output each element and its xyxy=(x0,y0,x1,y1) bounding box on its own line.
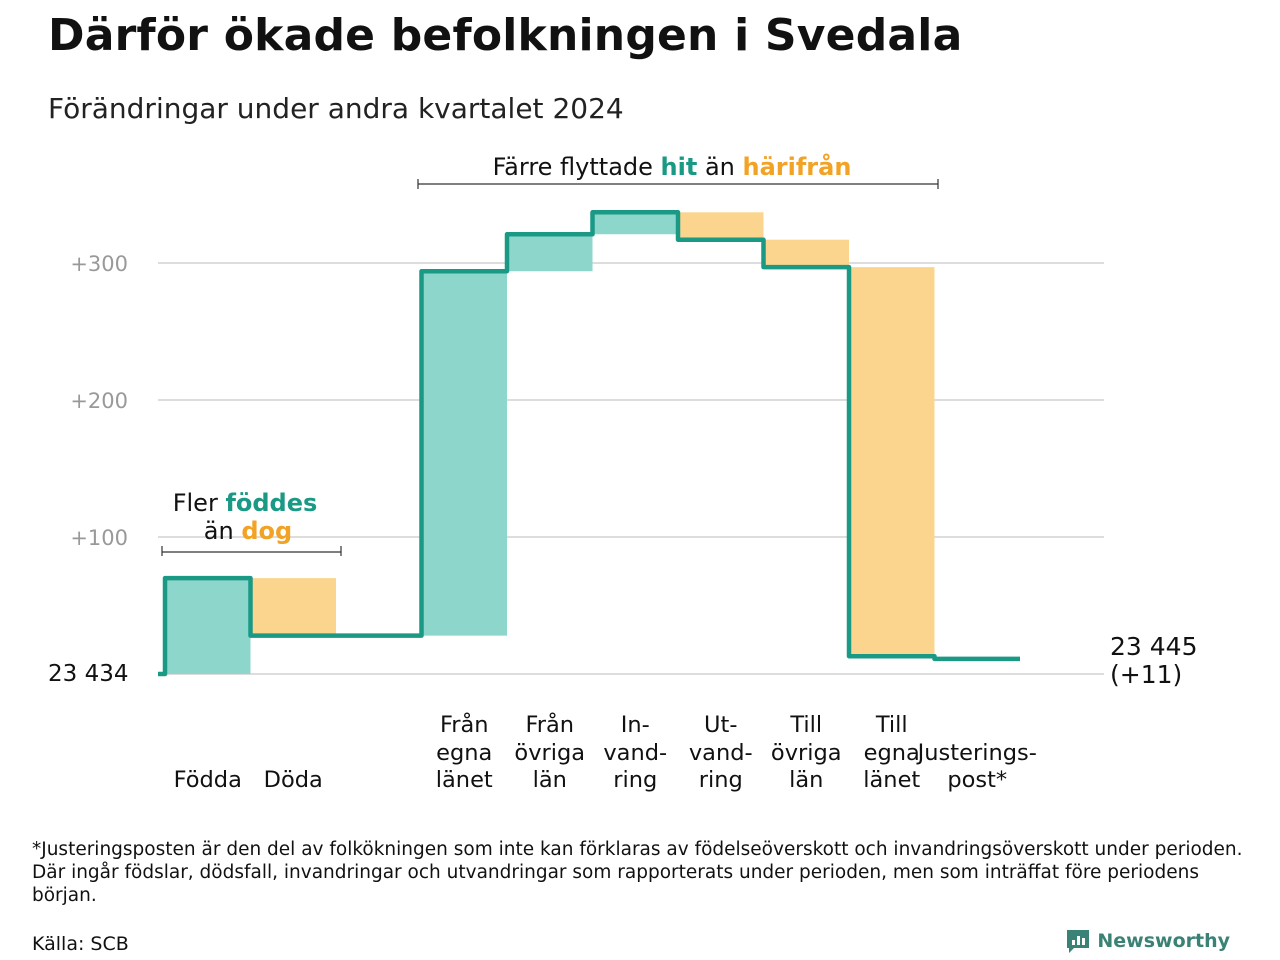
y-tick-label: +100 xyxy=(70,526,128,550)
category-label: egna xyxy=(436,740,492,766)
y-tick-labels: +100 +200 +300 xyxy=(70,252,128,550)
category-label: Till xyxy=(789,712,822,738)
end-label: 23 445 xyxy=(1110,632,1197,661)
brand: Newsworthy xyxy=(1065,928,1230,954)
cumulative-line xyxy=(158,210,1020,677)
footnote: *Justeringsposten är den del av folkökni… xyxy=(32,839,1243,906)
category-label: Från xyxy=(525,710,574,738)
category-label: Från xyxy=(440,710,489,738)
bar-döda xyxy=(250,578,336,636)
annotation-text: Färre flyttade xyxy=(493,153,661,181)
annotation-text: Fler xyxy=(173,489,226,517)
category-label: län xyxy=(789,767,823,793)
waterfall-bars xyxy=(165,212,935,674)
annotation-inflow-word: föddes xyxy=(225,489,317,517)
annotation-births: Fler föddes xyxy=(173,489,318,517)
y-tick-label: +300 xyxy=(70,252,128,276)
bar-födda xyxy=(165,578,251,674)
annotation-text: än xyxy=(204,517,242,545)
bar-till-egna-länet xyxy=(849,267,935,657)
start-label: 23 434 xyxy=(48,661,128,687)
category-label: övriga xyxy=(514,740,585,766)
newsworthy-logo-icon xyxy=(1067,930,1090,953)
category-label: vand- xyxy=(689,740,753,766)
annotation-births-line2: än dog xyxy=(204,517,292,545)
brand-name: Newsworthy xyxy=(1097,930,1230,952)
category-labels: Födda DödaFrånegnalänetFrånövrigalänIn-va… xyxy=(174,710,1037,793)
bar-in-vand-ring xyxy=(592,212,678,235)
gridlines xyxy=(158,262,1104,675)
category-label: Ut- xyxy=(704,712,737,738)
category-label: In- xyxy=(621,712,650,738)
category-label: länet xyxy=(863,767,920,793)
annotation-inflow-word: hit xyxy=(661,153,698,181)
source: Källa: SCB xyxy=(32,933,129,955)
annotation-outflow-word: dog xyxy=(241,517,292,545)
category-label: län xyxy=(533,767,567,793)
category-label: egna xyxy=(864,740,920,766)
bar-från-övriga-län xyxy=(507,234,593,272)
y-tick-label: +200 xyxy=(70,389,128,413)
bar-från-egna-länet xyxy=(421,271,507,636)
category-label: länet xyxy=(436,767,493,793)
category-label: vand- xyxy=(603,740,667,766)
waterfall-line-layer xyxy=(158,210,1020,677)
category-label: Döda xyxy=(264,767,323,793)
category-label: Födda xyxy=(174,767,242,793)
waterfall-chart: +100+200+300 Födda DödaFrånegnalänetFrånö… xyxy=(48,152,1197,793)
annotation-bracket-moving xyxy=(417,179,939,189)
chart-subtitle: Förändringar under andra kvartalet 2024 xyxy=(48,92,624,125)
category-label: övriga xyxy=(771,740,842,766)
end-delta-label: (+11) xyxy=(1110,660,1182,689)
annotation-outflow-word: härifrån xyxy=(743,152,852,181)
annotation-moving: Färre flyttade hit än härifrån xyxy=(493,152,852,181)
category-label: Till xyxy=(875,712,908,738)
annotation-text: än xyxy=(697,153,742,181)
category-label: ring xyxy=(699,767,743,793)
chart-title: Därför ökade befolkningen i Svedala xyxy=(48,10,963,61)
start-end-labels: 23 434 23 445(+11) xyxy=(48,632,1197,689)
category-label: ring xyxy=(613,767,657,793)
bar-till-övriga-län xyxy=(763,239,849,268)
category-label: post* xyxy=(947,767,1007,793)
category-label: Justerings- xyxy=(916,740,1037,766)
annotation-bracket-births xyxy=(161,546,342,556)
bar-ut-vand-ring xyxy=(678,212,764,240)
